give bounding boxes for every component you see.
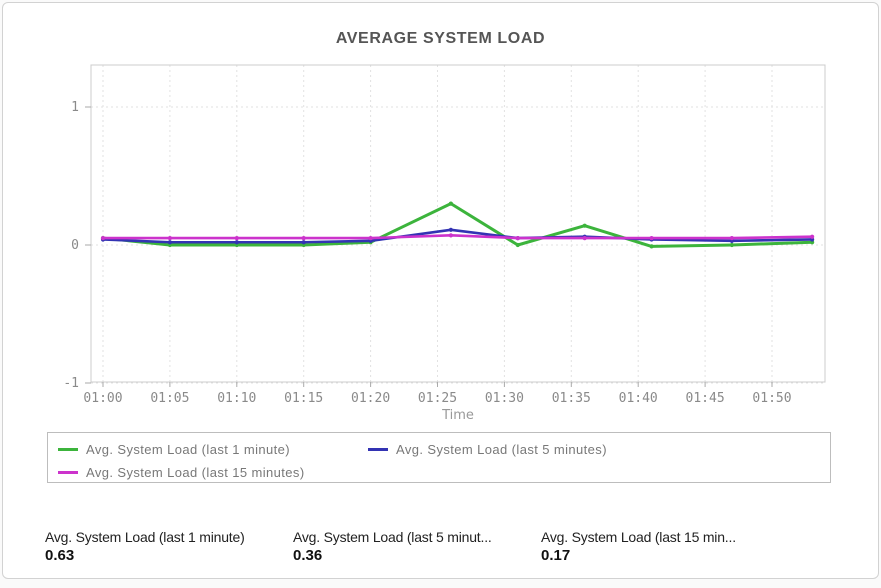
plot-frame xyxy=(90,64,826,383)
data-point[interactable] xyxy=(649,236,654,241)
x-tick-label: 01:20 xyxy=(351,391,390,406)
data-point[interactable] xyxy=(301,240,306,245)
legend-item-last-15-minutes[interactable]: Avg. System Load (last 15 minutes) xyxy=(58,462,368,482)
y-tick-label: 1 xyxy=(71,100,79,115)
series-line-2[interactable] xyxy=(101,234,814,240)
chart-title: AVERAGE SYSTEM LOAD xyxy=(335,30,546,47)
x-tick-label: 01:25 xyxy=(418,391,457,406)
data-point[interactable] xyxy=(448,233,453,238)
x-tick-label: 01:35 xyxy=(552,391,591,406)
stat-value: 0.17 xyxy=(541,547,571,564)
stat-value: 0.63 xyxy=(45,547,75,564)
chart-legend: Avg. System Load (last 1 minute) Avg. Sy… xyxy=(47,432,831,483)
x-tick-label: 01:15 xyxy=(284,391,323,406)
x-tick-label: 01:05 xyxy=(150,391,189,406)
stats-row: Avg. System Load (last 1 minute) 0.63 Av… xyxy=(45,529,789,564)
legend-swatch-magenta xyxy=(58,470,78,474)
stat-last-5-minutes: Avg. System Load (last 5 minut... 0.36 xyxy=(293,529,541,564)
data-point[interactable] xyxy=(729,242,734,248)
stat-last-1-minute: Avg. System Load (last 1 minute) 0.63 xyxy=(45,529,293,564)
system-load-chart: 01:00 01:05 01:10 01:15 01:20 01:25 01:30 01:35… xyxy=(63,64,826,423)
data-point[interactable] xyxy=(582,236,587,241)
data-point[interactable] xyxy=(234,240,239,245)
stat-last-15-minutes: Avg. System Load (last 15 min... 0.17 xyxy=(541,529,789,564)
x-tick-label: 01:00 xyxy=(83,391,122,406)
stat-label: Avg. System Load (last 1 minute) xyxy=(45,529,245,545)
data-point[interactable] xyxy=(515,242,520,248)
legend-swatch-green xyxy=(58,447,78,451)
data-point[interactable] xyxy=(234,236,239,241)
x-tick-label: 01:50 xyxy=(752,391,791,406)
system-load-widget: AVERAGE SYSTEM LOAD 01:00 01:05 01:10 01:15… xyxy=(2,2,879,579)
legend-label-last-15-minutes: Avg. System Load (last 15 minutes) xyxy=(86,464,305,480)
legend-label-last-1-minute: Avg. System Load (last 1 minute) xyxy=(86,441,291,457)
data-point[interactable] xyxy=(167,236,172,241)
stat-label: Avg. System Load (last 5 minut... xyxy=(293,529,492,545)
legend-item-last-5-minutes[interactable]: Avg. System Load (last 5 minutes) xyxy=(368,439,830,459)
data-point[interactable] xyxy=(448,201,453,206)
data-point[interactable] xyxy=(448,227,453,232)
data-point[interactable] xyxy=(368,236,373,241)
legend-item-last-1-minute[interactable]: Avg. System Load (last 1 minute) xyxy=(58,439,368,459)
y-tick-label: -1 xyxy=(63,376,79,391)
data-point[interactable] xyxy=(515,236,520,241)
legend-label-last-5-minutes: Avg. System Load (last 5 minutes) xyxy=(396,441,607,457)
stat-value: 0.36 xyxy=(293,547,323,564)
data-point[interactable] xyxy=(810,234,815,239)
data-point[interactable] xyxy=(582,223,587,228)
legend-swatch-blue xyxy=(368,447,388,451)
x-tick-label: 01:45 xyxy=(686,391,725,406)
data-point[interactable] xyxy=(100,236,106,241)
y-tick-label: 0 xyxy=(71,238,79,253)
data-point[interactable] xyxy=(649,244,654,249)
x-tick-label: 01:10 xyxy=(217,391,256,406)
data-point[interactable] xyxy=(301,236,306,241)
x-tick-label: 01:30 xyxy=(485,391,524,406)
x-axis-label: Time xyxy=(441,408,474,423)
data-point[interactable] xyxy=(729,236,734,241)
data-point[interactable] xyxy=(167,240,172,245)
stat-label: Avg. System Load (last 15 min... xyxy=(541,529,736,545)
x-tick-label: 01:40 xyxy=(619,391,658,406)
